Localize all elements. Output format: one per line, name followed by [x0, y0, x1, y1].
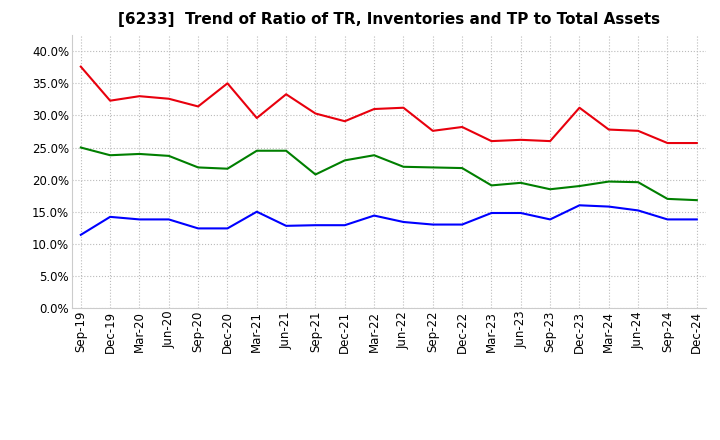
Trade Payables [253, 148, 261, 154]
Line: Trade Payables: Trade Payables [81, 147, 697, 200]
Inventories [282, 223, 290, 228]
Trade Receivables [546, 139, 554, 144]
Trade Payables [634, 180, 642, 185]
Inventories [487, 210, 496, 216]
Trade Receivables [164, 96, 173, 101]
Inventories [516, 210, 525, 216]
Trade Payables [341, 158, 349, 163]
Inventories [253, 209, 261, 214]
Trade Payables [663, 196, 672, 202]
Trade Receivables [458, 125, 467, 130]
Trade Receivables [341, 118, 349, 124]
Trade Receivables [428, 128, 437, 133]
Trade Receivables [516, 137, 525, 143]
Inventories [575, 203, 584, 208]
Inventories [135, 217, 144, 222]
Trade Payables [516, 180, 525, 186]
Trade Receivables [399, 105, 408, 110]
Line: Trade Receivables: Trade Receivables [81, 66, 697, 143]
Trade Receivables [223, 81, 232, 86]
Trade Payables [194, 165, 202, 170]
Inventories [634, 208, 642, 213]
Trade Receivables [634, 128, 642, 133]
Inventories [693, 217, 701, 222]
Inventories [164, 217, 173, 222]
Inventories [458, 222, 467, 227]
Trade Payables [605, 179, 613, 184]
Inventories [106, 214, 114, 220]
Trade Receivables [487, 139, 496, 144]
Inventories [370, 213, 379, 218]
Inventories [399, 220, 408, 225]
Inventories [341, 223, 349, 228]
Trade Receivables [370, 106, 379, 112]
Inventories [663, 217, 672, 222]
Trade Receivables [693, 140, 701, 146]
Trade Payables [370, 153, 379, 158]
Trade Payables [223, 166, 232, 171]
Inventories [605, 204, 613, 209]
Trade Receivables [282, 92, 290, 97]
Trade Payables [428, 165, 437, 170]
Trade Payables [311, 172, 320, 177]
Trade Receivables [253, 115, 261, 121]
Trade Receivables [135, 94, 144, 99]
Trade Payables [164, 153, 173, 158]
Trade Payables [575, 183, 584, 189]
Trade Payables [399, 164, 408, 169]
Trade Payables [693, 198, 701, 203]
Trade Payables [76, 145, 85, 150]
Trade Receivables [663, 140, 672, 146]
Trade Receivables [76, 64, 85, 69]
Inventories [223, 226, 232, 231]
Trade Payables [282, 148, 290, 154]
Trade Receivables [311, 111, 320, 116]
Inventories [546, 217, 554, 222]
Line: Inventories: Inventories [81, 205, 697, 235]
Trade Payables [487, 183, 496, 188]
Inventories [428, 222, 437, 227]
Inventories [76, 232, 85, 238]
Inventories [311, 223, 320, 228]
Trade Receivables [194, 104, 202, 109]
Title: [6233]  Trend of Ratio of TR, Inventories and TP to Total Assets: [6233] Trend of Ratio of TR, Inventories… [118, 12, 660, 27]
Trade Payables [458, 165, 467, 171]
Trade Payables [135, 151, 144, 157]
Trade Receivables [106, 98, 114, 103]
Trade Receivables [575, 105, 584, 110]
Trade Receivables [605, 127, 613, 132]
Trade Payables [106, 153, 114, 158]
Trade Payables [546, 187, 554, 192]
Inventories [194, 226, 202, 231]
